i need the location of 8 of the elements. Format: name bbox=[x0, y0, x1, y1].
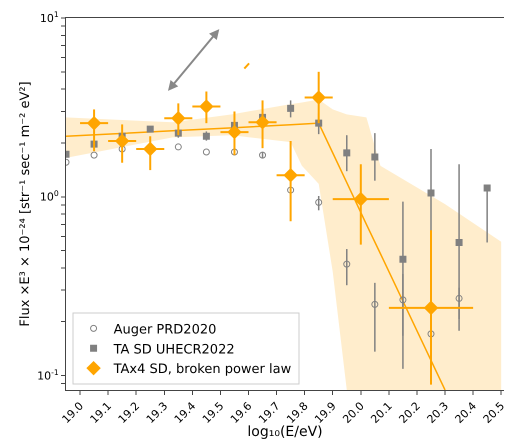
legend-label: TA SD UHECR2022 bbox=[112, 342, 235, 358]
x-axis-title: log₁₀(E/eV) bbox=[247, 424, 323, 440]
legend-label: TAx4 SD, broken power law bbox=[112, 362, 292, 378]
y-tick-label: 10$^{1}$ bbox=[40, 10, 59, 25]
legend-label: Auger PRD2020 bbox=[114, 322, 216, 338]
y-axis-title: Flux ×E³ × 10⁻²⁴ [str⁻¹ sec⁻¹ m⁻² eV²] bbox=[18, 81, 34, 327]
y-tick-label: 10$^{0}$ bbox=[40, 189, 59, 204]
y-tick-label: 10$^{-1}$ bbox=[37, 368, 59, 382]
